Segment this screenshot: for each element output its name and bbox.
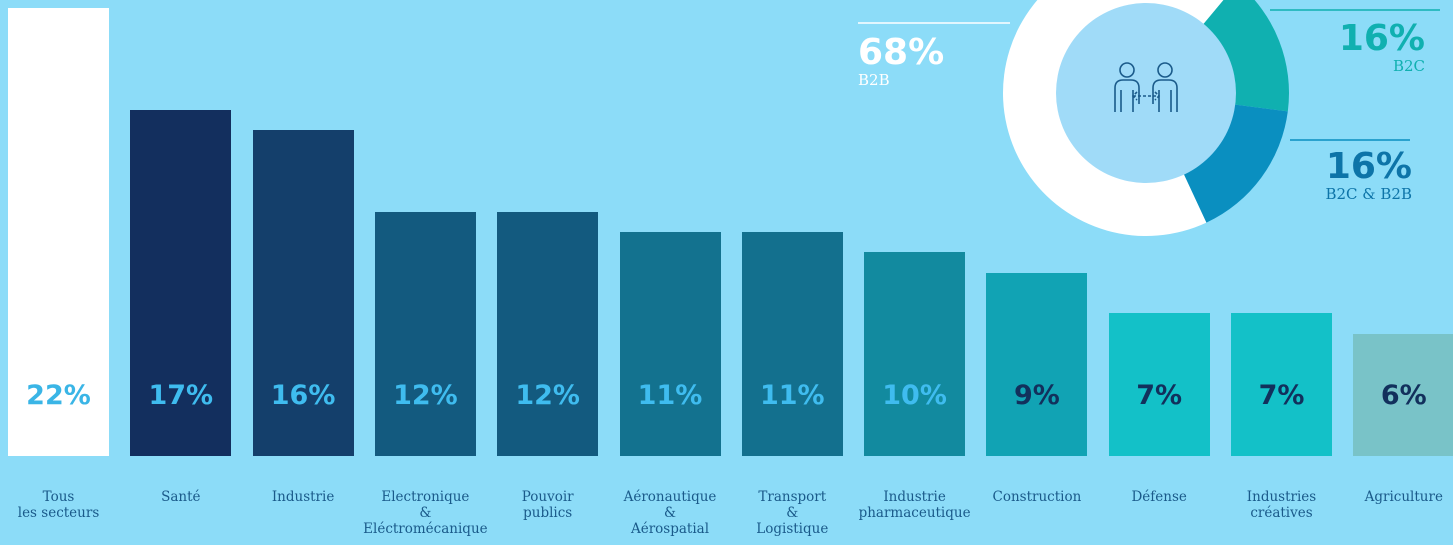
category-label: Construction <box>992 489 1082 505</box>
category-label: Agriculture <box>1364 489 1443 505</box>
value-label: 16% <box>270 380 336 411</box>
value-label: 17% <box>148 380 214 411</box>
value-label: 7% <box>1136 380 1183 411</box>
category-label: Industrie pharmaceutique <box>858 489 971 521</box>
category-label: Tous les secteurs <box>17 489 100 521</box>
donut-segment <box>1003 0 1224 236</box>
value-label: 12% <box>393 380 458 411</box>
category-label: Transport & Logistique <box>756 489 829 537</box>
bar <box>1231 313 1332 456</box>
bar <box>252 130 354 456</box>
value-label: 22% <box>26 380 91 411</box>
value-label: 11% <box>637 380 703 411</box>
value-label: 9% <box>1013 380 1060 411</box>
category-label: Industries créatives <box>1246 489 1317 521</box>
people-icon <box>1114 62 1178 112</box>
bar <box>619 232 721 456</box>
bar <box>1108 313 1210 456</box>
annotation-label: B2B <box>858 71 890 89</box>
annotation-label: B2C & B2B <box>1325 185 1412 203</box>
donut-segment <box>1202 0 1289 112</box>
bar <box>374 211 476 456</box>
bar <box>8 8 109 456</box>
annotation: 16% B2C <box>1338 18 1425 75</box>
bar <box>130 109 232 456</box>
value-label: 6% <box>1380 380 1427 411</box>
annotation-value: 16% <box>1325 146 1412 187</box>
bar <box>741 232 843 456</box>
category-label: Aéronautique & Aérospatial <box>623 489 717 537</box>
value-label: 12% <box>515 380 580 411</box>
annotation-value: 16% <box>1338 18 1425 59</box>
donut-center <box>1056 3 1236 183</box>
annotation-value: 68% <box>858 32 945 73</box>
value-label: 7% <box>1258 380 1305 411</box>
value-label: 10% <box>882 380 947 411</box>
bar <box>864 252 966 456</box>
bar <box>986 272 1088 456</box>
category-label: Défense <box>1131 489 1187 505</box>
bar <box>497 211 599 456</box>
value-label: 11% <box>759 380 825 411</box>
donut <box>1003 0 1289 236</box>
category-label: Electronique & Eléctromécanique <box>363 489 488 537</box>
bar <box>1353 333 1453 456</box>
annotation: 68% B2B <box>858 32 945 89</box>
category-label: Industrie <box>271 489 335 505</box>
annotation: 16% B2C & B2B <box>1325 146 1412 203</box>
annotation-label: B2C <box>1392 57 1425 75</box>
category-label: Pouvoir publics <box>521 489 574 521</box>
category-label: Santé <box>161 489 201 505</box>
donut-segment <box>1183 104 1288 223</box>
